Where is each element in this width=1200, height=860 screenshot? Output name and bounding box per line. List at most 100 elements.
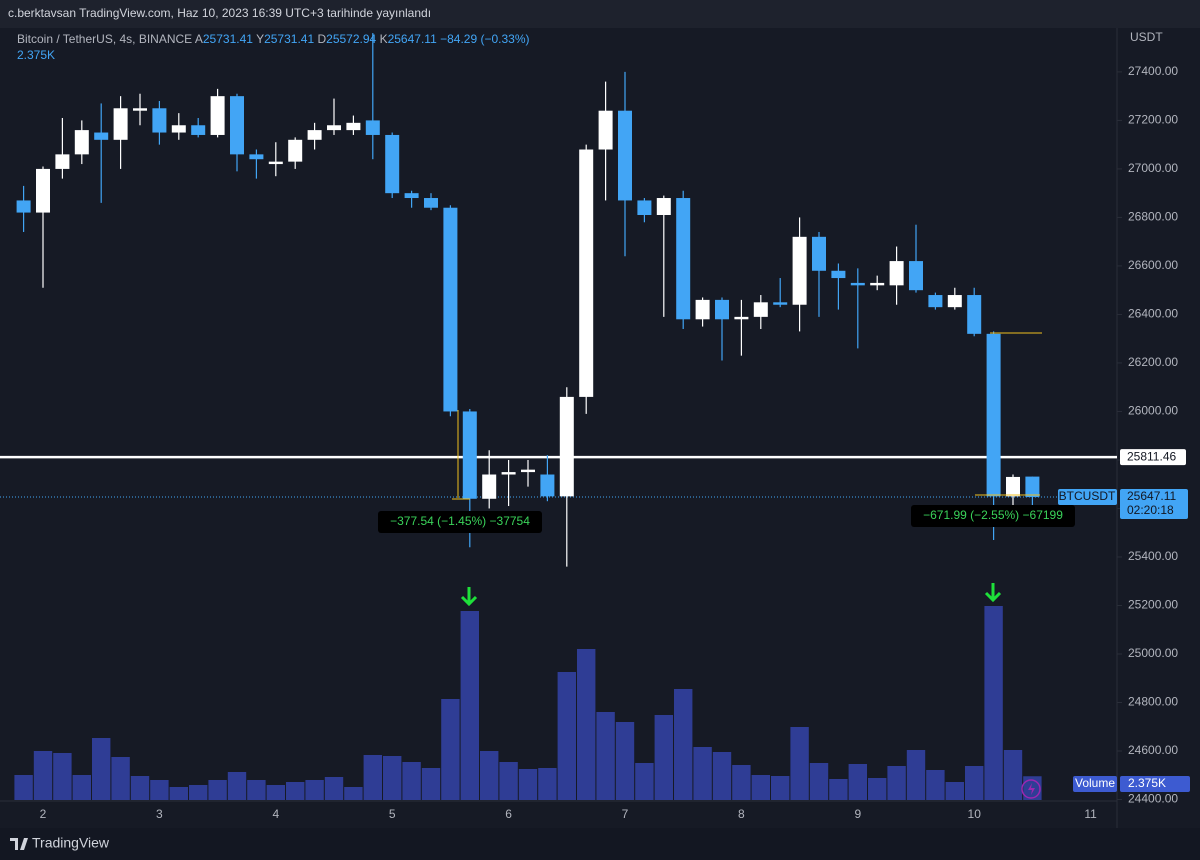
candle-body [385, 134, 400, 194]
publisher: c.berktavsan TradingView.com, Haz 10, 20… [8, 6, 431, 20]
volume-bar [693, 747, 712, 800]
volume-bar [189, 785, 208, 800]
candle-body [598, 110, 613, 150]
candle-body [618, 110, 632, 201]
candle-body [288, 139, 303, 162]
candle-body [656, 198, 671, 215]
candle-body [637, 200, 652, 215]
x-tick-label: 4 [272, 807, 279, 821]
measure-box [911, 505, 1075, 527]
volume-bar [868, 778, 887, 800]
candle-body [753, 302, 768, 317]
candle-body [870, 282, 885, 286]
y-tick-label: 26600.00 [1128, 258, 1178, 272]
y-tick-label: 27400.00 [1128, 64, 1178, 78]
volume-tag [1120, 776, 1190, 792]
x-tick-label: 11 [1084, 807, 1097, 821]
ohlc-letter: K [380, 32, 388, 46]
volume-bar [402, 762, 421, 800]
x-tick-label: 10 [968, 807, 982, 821]
volume-bar [53, 753, 72, 800]
price-line-tag [1120, 449, 1186, 466]
candle-body [268, 161, 283, 165]
ohlc-letter: Y [256, 32, 264, 46]
volume-bar [518, 769, 538, 800]
volume-bar [732, 765, 751, 800]
volume-bar [926, 770, 945, 800]
volume-bar [499, 762, 518, 800]
volume-bar [266, 785, 285, 800]
volume-bar [441, 699, 460, 800]
volume-bar [150, 780, 169, 800]
ohlc-value: 25572.94 [326, 32, 376, 46]
volume-bar [596, 712, 615, 800]
candle-body [327, 125, 341, 131]
volume-tag-value: 2.375K [1128, 776, 1166, 790]
candle-body [676, 198, 691, 320]
volume-bar [286, 782, 305, 800]
candle-body [850, 282, 865, 286]
volume-bar [577, 649, 596, 800]
y-tick-label: 25400.00 [1128, 549, 1178, 563]
y-tick-label: 24400.00 [1128, 792, 1178, 806]
volume-bar [111, 757, 130, 800]
candle-body [191, 125, 206, 135]
candle-body [36, 168, 50, 213]
x-tick-label: 8 [738, 807, 745, 821]
alert-icon[interactable] [1021, 779, 1041, 799]
candle-body [559, 396, 574, 497]
measure-box [378, 511, 542, 533]
symbol-title: Bitcoin / TetherUS, 4s, BINANCE [17, 32, 192, 46]
volume-bar [33, 751, 53, 800]
x-tick-label: 9 [854, 807, 861, 821]
candle-body [579, 149, 594, 397]
x-tick-label: 7 [622, 807, 629, 821]
volume-bar [984, 606, 1003, 800]
x-tick-label: 6 [505, 807, 512, 821]
volume-bar [169, 787, 188, 800]
volume-bar [324, 777, 344, 800]
y-tick-label: 24600.00 [1128, 743, 1178, 757]
volume-bar [363, 755, 382, 800]
candle-body [792, 236, 807, 305]
volume-bar [906, 750, 926, 800]
candle-body [113, 108, 128, 140]
volume-bar [965, 766, 984, 800]
volume-legend: 2.375K [17, 48, 55, 62]
ohlc-letter: D [317, 32, 326, 46]
candle-body [889, 261, 904, 286]
arrow [460, 587, 478, 607]
candle-body [307, 130, 322, 140]
volume-bar [829, 779, 848, 800]
candle-body [171, 125, 186, 133]
candle-body [715, 299, 729, 320]
volume-bar [790, 727, 809, 800]
volume-bar [712, 752, 732, 800]
volume-bar [383, 756, 402, 800]
volume-bar [809, 763, 829, 800]
candle-body [94, 132, 109, 140]
candle-body [152, 108, 167, 133]
candle-body [986, 333, 1001, 497]
candle-body [540, 474, 555, 497]
volume-bar [615, 722, 635, 800]
arrow [984, 583, 1002, 603]
y-tick-label: 26800.00 [1128, 210, 1178, 224]
candle-body [1025, 476, 1040, 498]
volume-bar [92, 738, 111, 800]
volume-bar [635, 763, 654, 800]
candle-body [404, 193, 419, 199]
measure-label: −671.99 (−2.55%) −67199 [923, 508, 1063, 522]
candle-body [1006, 476, 1020, 497]
candle-body [210, 96, 225, 135]
volume-bar [848, 764, 867, 800]
candle-body [831, 270, 846, 279]
candle-body [249, 154, 264, 160]
y-tick-label: 25000.00 [1128, 646, 1178, 660]
ohlc-value: 25647.11 [388, 32, 437, 46]
footer-bar [0, 828, 1200, 860]
y-unit: USDT [1130, 30, 1163, 44]
volume-bar [674, 689, 693, 800]
candle-body [346, 122, 361, 131]
